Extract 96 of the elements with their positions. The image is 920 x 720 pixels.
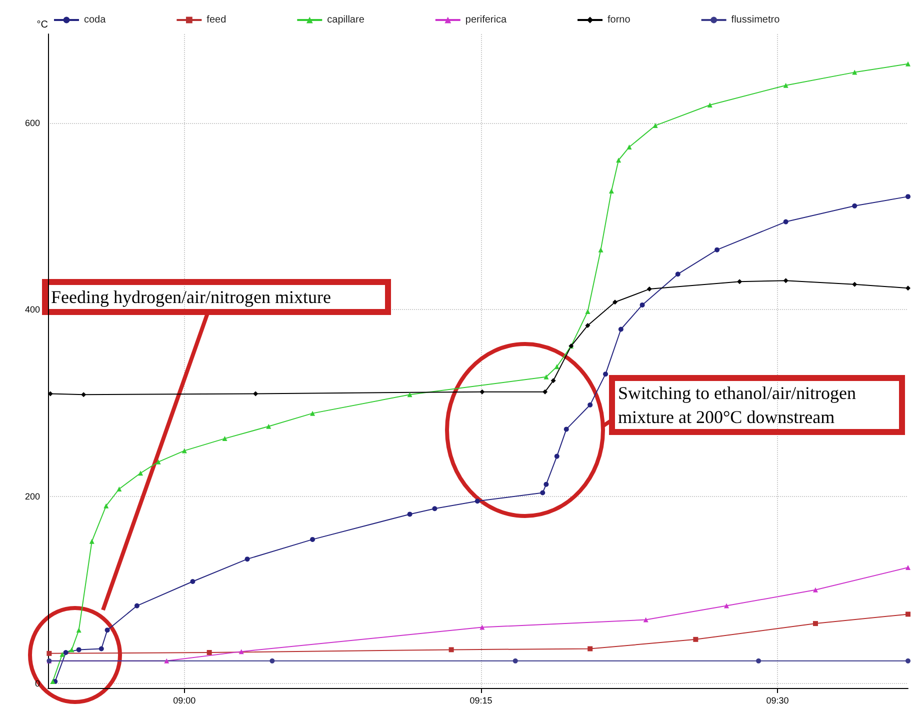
point — [585, 308, 590, 314]
point — [783, 82, 788, 88]
point — [540, 490, 546, 496]
point — [182, 448, 187, 454]
legend-label: capillare — [327, 14, 365, 26]
point — [512, 658, 518, 664]
x-tick-label: 09:30 — [766, 696, 789, 706]
point — [626, 144, 632, 150]
legend-label: coda — [84, 14, 106, 26]
point — [906, 286, 910, 291]
point — [164, 658, 170, 664]
point — [253, 391, 258, 396]
point — [104, 628, 110, 633]
point — [266, 424, 272, 429]
point — [76, 628, 82, 633]
point — [598, 247, 604, 252]
point — [50, 678, 56, 684]
point — [69, 647, 74, 652]
point — [783, 219, 788, 224]
point — [646, 286, 652, 292]
point — [588, 646, 593, 652]
legend-label: feed — [206, 14, 226, 26]
point — [98, 646, 104, 652]
x-tick-label: 09:15 — [470, 696, 492, 706]
point — [81, 392, 86, 398]
point — [608, 188, 614, 194]
point — [270, 658, 275, 664]
point — [714, 247, 720, 252]
point — [156, 459, 161, 464]
point — [707, 102, 712, 108]
point — [783, 278, 788, 284]
point — [190, 578, 196, 584]
point — [812, 621, 818, 626]
x-tick-label: 09:00 — [173, 696, 196, 706]
point — [812, 587, 818, 592]
point — [480, 624, 485, 630]
point — [906, 564, 910, 570]
point — [585, 322, 590, 328]
point — [238, 649, 244, 654]
point — [737, 279, 742, 284]
point — [603, 372, 608, 377]
point — [550, 378, 556, 384]
point — [640, 302, 645, 308]
point — [310, 410, 316, 416]
point — [134, 603, 140, 608]
point — [480, 389, 485, 394]
point — [906, 61, 910, 66]
point — [618, 326, 624, 332]
point — [244, 556, 250, 562]
point — [852, 203, 858, 208]
point — [554, 454, 560, 459]
y-tick-label: 200 — [24, 491, 40, 502]
point — [116, 486, 122, 492]
point — [63, 650, 68, 655]
point — [906, 612, 910, 617]
y-tick-label: 400 — [24, 304, 40, 315]
point — [643, 617, 648, 622]
point — [448, 647, 454, 652]
point — [407, 512, 412, 517]
annotation: Switching to ethanol/air/nitrogen mixture at 200°C downstream — [618, 383, 860, 427]
point — [310, 536, 316, 542]
point — [554, 364, 560, 370]
point — [724, 603, 730, 608]
legend-label: periferica — [465, 14, 507, 26]
point — [138, 470, 144, 476]
point — [852, 70, 858, 75]
point — [222, 436, 228, 442]
point — [906, 658, 910, 664]
y-tick-label: 600 — [24, 118, 40, 128]
point — [544, 482, 549, 487]
point — [564, 426, 569, 432]
y-axis-title: °C — [36, 20, 48, 30]
point — [48, 391, 53, 396]
point — [46, 650, 52, 656]
point — [206, 650, 212, 655]
point — [544, 374, 549, 380]
point — [756, 658, 762, 664]
point — [693, 636, 698, 642]
point — [852, 282, 858, 287]
point — [432, 506, 438, 512]
point — [76, 647, 82, 652]
point — [612, 300, 618, 305]
point — [906, 194, 910, 200]
point — [542, 389, 548, 394]
point — [60, 652, 65, 657]
point — [616, 158, 622, 163]
point — [104, 503, 109, 508]
point — [474, 498, 480, 504]
point — [675, 272, 680, 277]
legend-label: flussimetro — [731, 14, 780, 26]
annotation: Feeding hydrogen/air/nitrogen mixture — [51, 287, 331, 307]
point — [588, 402, 593, 408]
point — [89, 538, 94, 544]
point — [652, 123, 658, 128]
legend-label: forno — [608, 14, 631, 26]
point — [407, 392, 412, 398]
